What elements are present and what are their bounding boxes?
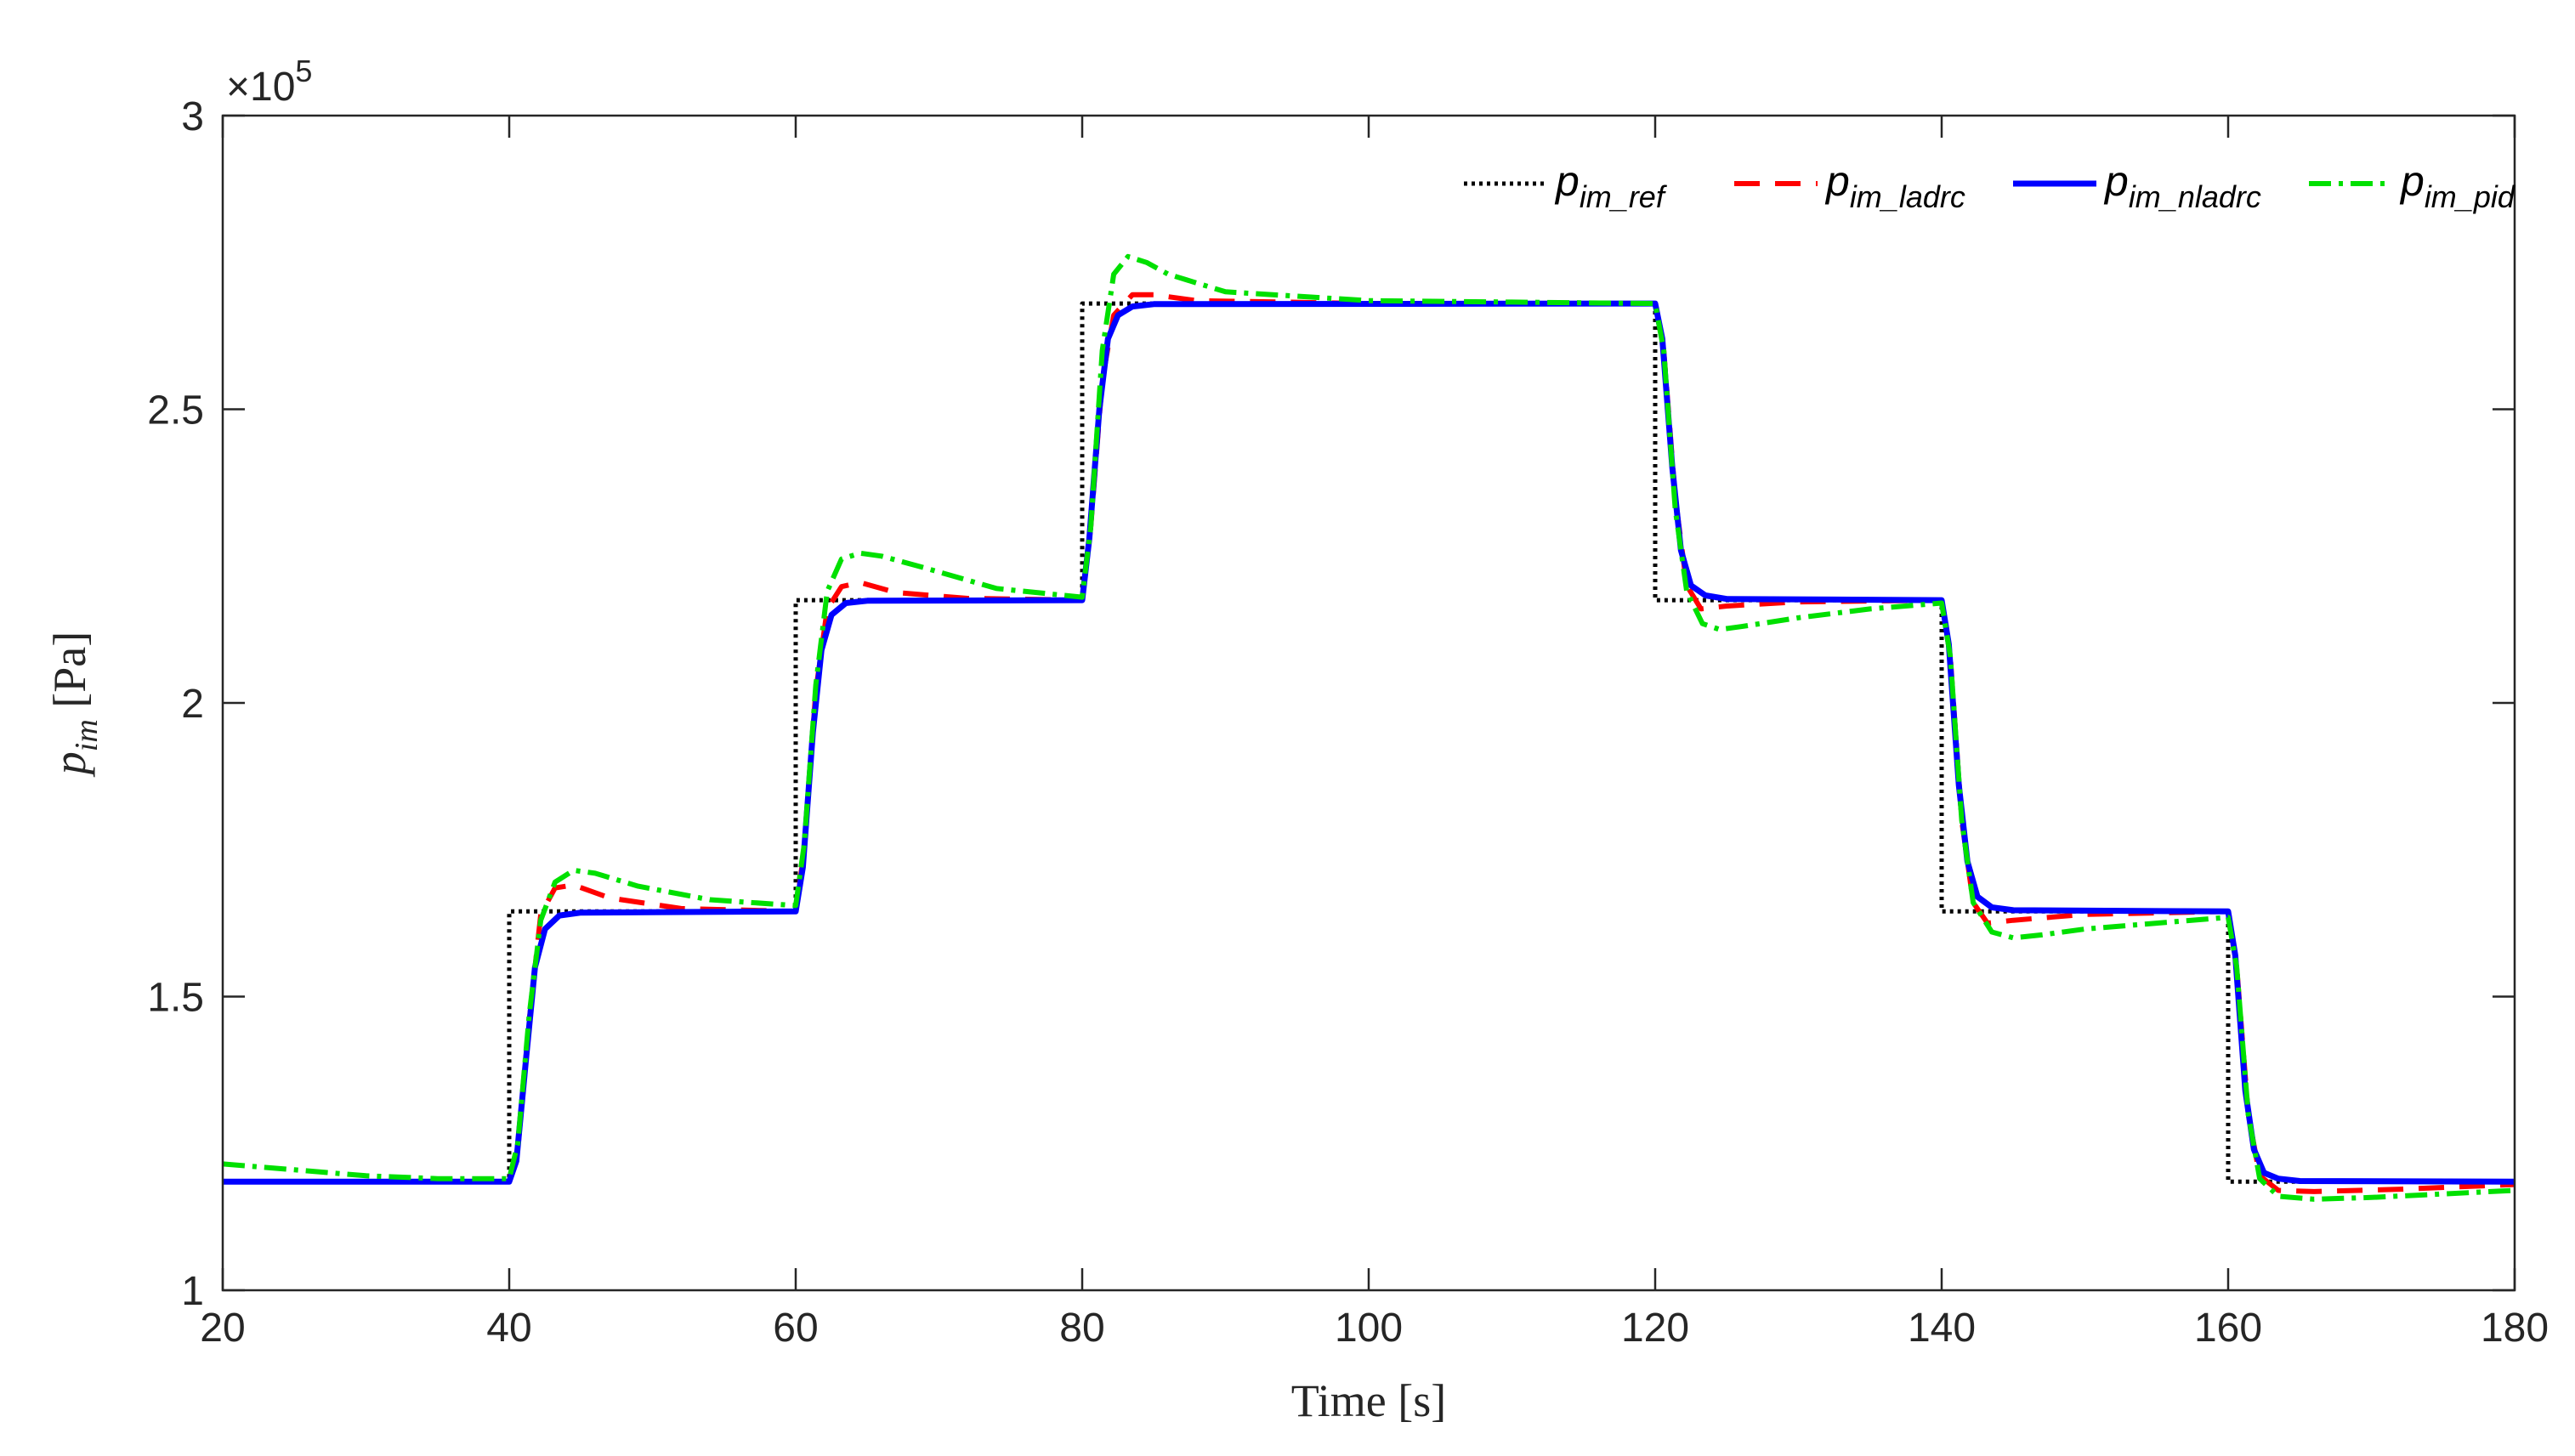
x-tick-label-20: 20 (200, 1306, 245, 1351)
x-tick-label-140: 140 (1908, 1306, 1976, 1351)
x-tick-label-60: 60 (773, 1306, 818, 1351)
y-multiplier-exponent: 5 (295, 54, 312, 88)
x-tick-label-120: 120 (1621, 1306, 1689, 1351)
y-tick-label-4: 3 (181, 94, 204, 139)
x-axis-label: Time [s] (1291, 1375, 1447, 1426)
x-tick-label-180: 180 (2481, 1306, 2549, 1351)
y-tick-label-3: 2.5 (147, 388, 204, 433)
legend-label-3: pim_nladrc (2103, 157, 2261, 214)
y-axis-label-sub: im (69, 719, 105, 751)
legend-label-2: pim_ladrc (1824, 157, 1965, 214)
y-multiplier: ×105 (226, 54, 312, 110)
y-axis-label: pim [Pa] (44, 632, 105, 778)
legend-label-4: pim_pid (2399, 157, 2515, 214)
y-axis-label-main: p (44, 751, 95, 778)
x-tick-label-160: 160 (2194, 1306, 2262, 1351)
series-line-4 (222, 253, 2515, 1202)
x-tick-label-100: 100 (1335, 1306, 1403, 1351)
y-tick-label-2: 2 (181, 682, 204, 727)
legend: pim_ref pim_ladrc pim_nladrc pim_pid (1464, 157, 2515, 214)
y-axis-label-unit: [Pa] (44, 632, 95, 719)
ticks-layer: 20 40 60 80 100 120 140 160 180 1 1.5 2 2.5 3 (147, 94, 2549, 1351)
x-tick-label-80: 80 (1059, 1306, 1104, 1351)
y-tick-label-1: 1.5 (147, 976, 204, 1021)
y-tick-label-0: 1 (181, 1269, 204, 1314)
series-line-3 (223, 300, 2515, 1185)
labels-layer: Time [s] pim [Pa] ×105 (44, 54, 1446, 1426)
x-tick-label-40: 40 (486, 1306, 531, 1351)
y-multiplier-base: ×10 (226, 65, 295, 110)
legend-label-1: pim_ref (1554, 157, 1668, 214)
series-layer (222, 253, 2515, 1202)
